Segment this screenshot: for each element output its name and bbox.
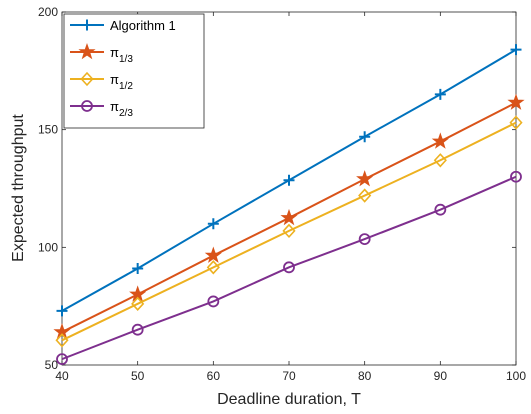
x-tick-label: 90 [434, 369, 448, 383]
data-point [358, 188, 372, 203]
data-point [204, 246, 222, 263]
series-4 [56, 170, 522, 366]
data-point [282, 223, 296, 239]
series-line [61, 121, 517, 342]
legend-item: π1/2 [70, 71, 133, 92]
legend-marker [80, 71, 94, 87]
data-point [283, 261, 295, 274]
y-tick-label: 50 [45, 358, 59, 372]
legend-label-main: π [110, 99, 119, 114]
series-2 [53, 93, 525, 340]
x-tick-label: 40 [55, 369, 69, 383]
data-point [507, 93, 525, 110]
y-tick-label: 200 [38, 5, 58, 19]
x-axis-label: Deadline duration, T [217, 391, 361, 408]
legend-item: Algorithm 1 [70, 18, 176, 33]
data-point [283, 174, 295, 186]
data-point [207, 218, 219, 230]
data-point [56, 305, 68, 317]
legend-label-main: π [110, 72, 119, 87]
series-1 [56, 44, 522, 317]
legend-item: π2/3 [70, 99, 133, 119]
series-3 [55, 115, 523, 348]
x-tick-label: 70 [282, 369, 296, 383]
data-point [510, 170, 522, 183]
x-tick-label: 100 [506, 369, 526, 383]
legend-marker [78, 42, 96, 60]
data-point [206, 260, 220, 275]
x-tick-label: 50 [131, 369, 145, 383]
data-point [280, 208, 298, 226]
legend-label-subscript: 1/3 [119, 54, 133, 65]
data-point [207, 295, 220, 308]
x-tick-label: 80 [358, 369, 372, 383]
data-point [359, 131, 371, 143]
data-point [510, 44, 522, 56]
legend-label-subscript: 1/2 [119, 81, 133, 92]
data-point [431, 132, 449, 149]
data-point [358, 233, 371, 245]
legend-item: π1/3 [70, 42, 133, 65]
data-point [56, 353, 68, 366]
series-layer [53, 44, 525, 366]
data-point [433, 153, 447, 168]
legend-label-subscript: 2/3 [119, 108, 133, 119]
data-point [131, 323, 144, 336]
legend-marker [81, 19, 93, 31]
legend-label: π2/3 [110, 99, 133, 119]
legend-box [63, 13, 205, 129]
data-point [509, 115, 523, 130]
y-tick-label: 100 [38, 240, 58, 254]
data-point [131, 296, 145, 311]
data-point [55, 333, 69, 348]
data-point [434, 203, 447, 216]
legend-label: Algorithm 1 [110, 18, 176, 33]
series-line [61, 175, 517, 361]
legend-label: π1/2 [110, 72, 133, 92]
data-point [132, 263, 144, 275]
legend-marker [81, 100, 93, 112]
legend: Algorithm 1π1/3π1/2π2/3 [63, 13, 205, 129]
y-axis-label: Expected throughput [10, 114, 27, 262]
data-point [434, 88, 446, 100]
x-tick-label: 60 [207, 369, 221, 383]
y-tick-label: 150 [38, 123, 58, 137]
legend-label-main: Algorithm 1 [110, 18, 176, 33]
legend-label: π1/3 [110, 45, 133, 65]
data-point [356, 170, 374, 187]
legend-label-main: π [110, 45, 119, 60]
